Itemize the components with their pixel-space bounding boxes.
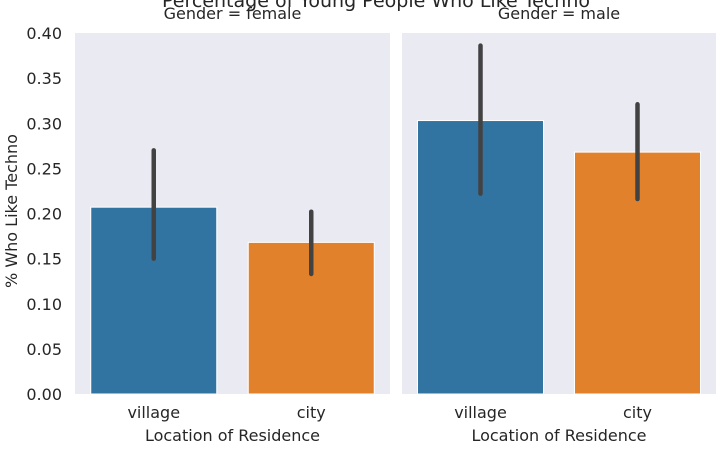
- y-tick-label: 0.25: [26, 159, 62, 178]
- y-tick-label: 0.20: [26, 205, 62, 224]
- x-tick-label: village: [454, 403, 507, 422]
- panel-title: Gender = male: [498, 4, 620, 23]
- y-tick-label: 0.00: [26, 385, 62, 404]
- y-tick-label: 0.30: [26, 114, 62, 133]
- facet-panel-1: Gender = female village city Location of Re…: [26, 4, 390, 445]
- facet-panel-2: Gender = male village city Location of Resi…: [402, 4, 716, 445]
- chart-title: Percentage of Young People Who Like Tech…: [162, 0, 590, 12]
- y-tick-label: 0.05: [26, 340, 62, 359]
- x-tick-label: village: [127, 403, 180, 422]
- panel-title: Gender = female: [164, 4, 302, 23]
- y-tick-label: 0.10: [26, 295, 62, 314]
- x-axis-label: Location of Residence: [145, 426, 320, 445]
- chart-panels: Gender = female village city Location of Re…: [26, 4, 716, 445]
- y-tick-label: 0.15: [26, 250, 62, 269]
- x-tick-label: city: [297, 403, 326, 422]
- x-axis-label: Location of Residence: [471, 426, 646, 445]
- y-tick-label: 0.35: [26, 69, 62, 88]
- y-tick-label: 0.40: [26, 24, 62, 43]
- x-tick-label: city: [623, 403, 652, 422]
- y-axis-label: % Who Like Techno: [2, 134, 21, 288]
